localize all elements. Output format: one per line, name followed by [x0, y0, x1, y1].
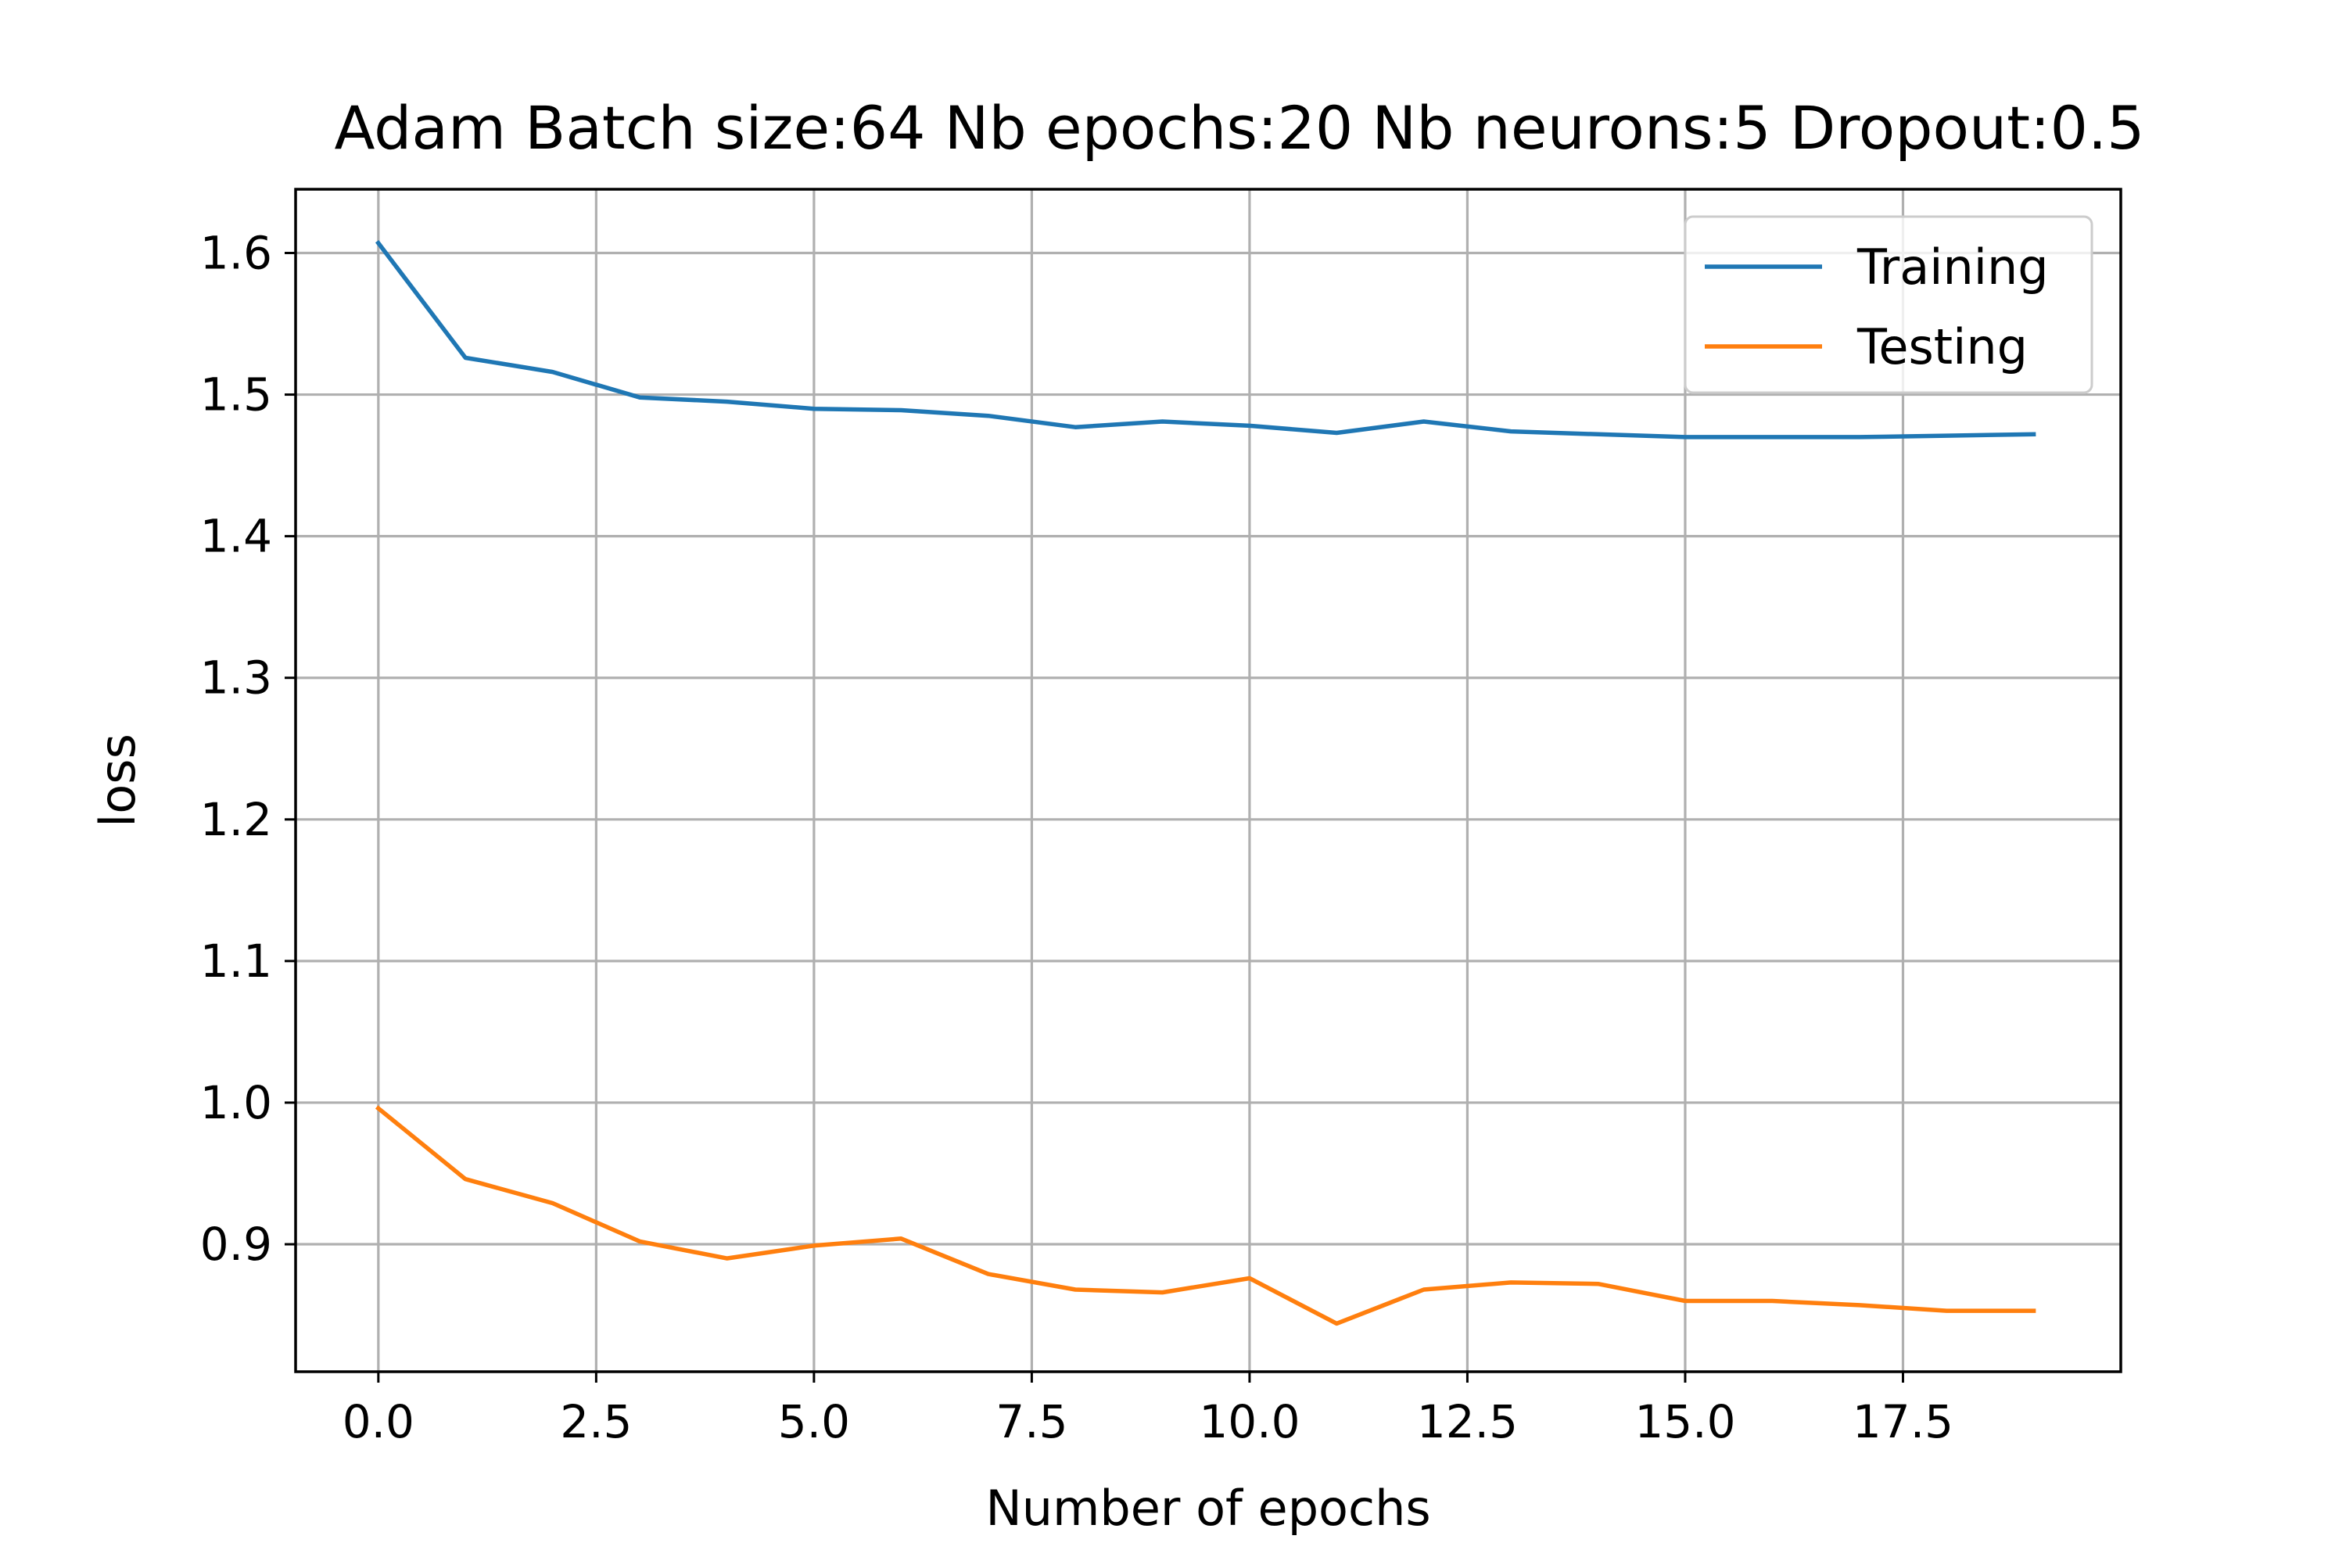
legend-label-testing: Testing [1856, 318, 2028, 375]
y-tick-label: 0.9 [200, 1218, 272, 1271]
x-tick-label: 0.0 [343, 1395, 414, 1448]
y-tick-label: 1.4 [200, 510, 272, 563]
y-tick-label: 1.5 [200, 368, 272, 422]
y-tick-label: 1.3 [200, 651, 272, 705]
y-tick-label: 1.0 [200, 1076, 272, 1129]
x-tick-label: 5.0 [778, 1395, 850, 1448]
legend: Training Testing [1684, 215, 2093, 394]
plot-frame [294, 188, 2122, 1373]
x-tick-label: 15.0 [1634, 1395, 1735, 1448]
ticks-layer: 0.0 2.5 5.0 7.5 10.0 12.5 15.0 17.5 0.9 1.0 1.1 1.2… [200, 226, 1953, 1448]
x-tick-label: 17.5 [1853, 1395, 1953, 1448]
series-line-training [375, 239, 2036, 440]
series-layer [375, 239, 2036, 1326]
y-tick-label: 1.1 [200, 935, 272, 988]
chart-title: Adam Batch size:64 Nb epochs:20 Nb neuro… [335, 93, 2145, 163]
series-line-testing [375, 1105, 2036, 1326]
y-tick-label: 1.6 [200, 226, 272, 279]
x-tick-label: 2.5 [560, 1395, 632, 1448]
x-axis-label: Number of epochs [985, 1480, 1430, 1537]
x-tick-label: 12.5 [1417, 1395, 1518, 1448]
x-tick-label: 10.0 [1199, 1395, 1300, 1448]
x-tick-label: 7.5 [995, 1395, 1067, 1448]
y-tick-label: 1.2 [200, 793, 272, 846]
legend-label-training: Training [1856, 239, 2049, 296]
y-axis-label: loss [89, 734, 146, 827]
